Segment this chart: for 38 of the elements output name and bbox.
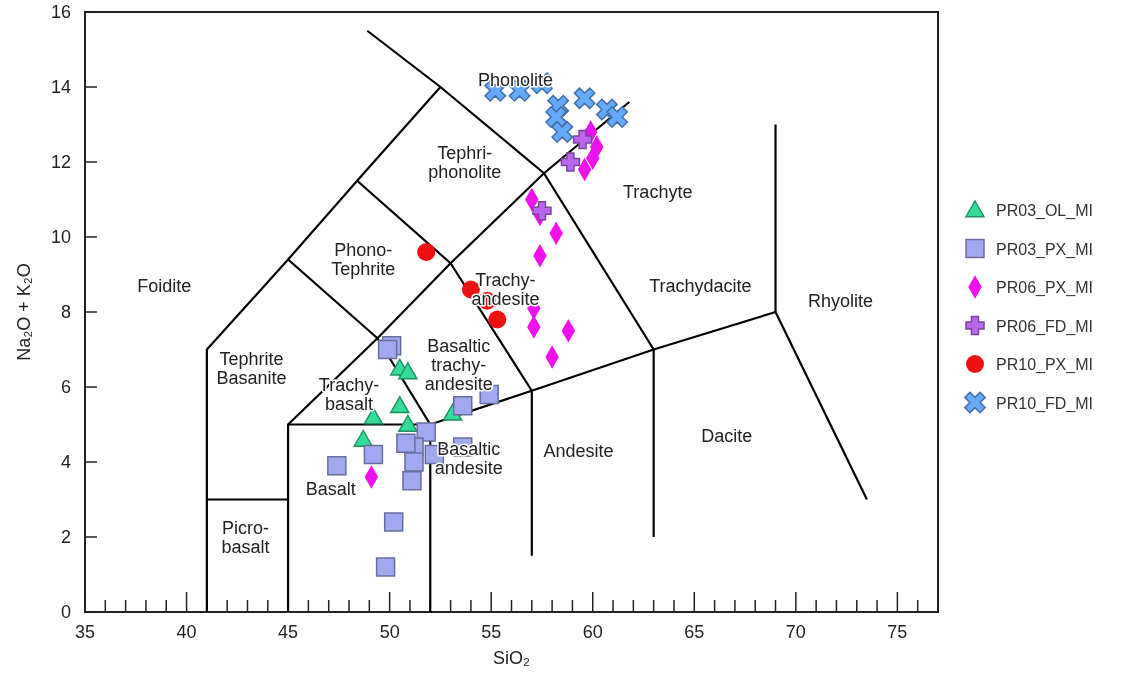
y-tick-label: 4 [60, 452, 71, 472]
legend-label: PR10_PX_MI [996, 356, 1093, 374]
annotation: Trachydacite [649, 276, 752, 297]
legend-label: PR06_PX_MI [996, 279, 1093, 297]
annotation: Dacite [701, 426, 753, 447]
annotation: Basaltic trachy- andesite [424, 335, 493, 394]
legend-label: PR10_FD_MI [996, 394, 1093, 413]
annotation: Andesite [543, 441, 614, 462]
x-tick-label: 70 [785, 622, 806, 642]
legend-label: PR03_PX_MI [996, 240, 1093, 259]
x-tick-label: 75 [887, 622, 908, 642]
annotation: Rhyolite [808, 291, 874, 312]
y-tick-label: 0 [60, 602, 71, 622]
y-axis-title: Na₂O + K₂O [14, 263, 34, 361]
x-tick-label: 65 [684, 622, 705, 642]
y-tick-label: 14 [50, 77, 71, 97]
legend-label: PR06_FD_MI [996, 317, 1093, 336]
x-tick-label: 55 [481, 622, 502, 642]
x-tick-label: 45 [278, 622, 299, 642]
y-tick-label: 12 [50, 152, 71, 172]
y-tick-label: 10 [50, 227, 71, 247]
x-tick-label: 50 [379, 622, 400, 642]
annotation: Basalt [305, 478, 356, 499]
y-tick-label: 6 [60, 377, 71, 397]
x-tick-label: 35 [74, 622, 96, 642]
annotation: Tephrite Basanite [216, 349, 287, 388]
x-axis-title: SiO₂ [493, 648, 531, 668]
y-tick-label: 16 [50, 2, 71, 22]
annotation: Phono- Tephrite [331, 240, 396, 280]
annotation: Foidite [137, 276, 192, 297]
annotation: Picro- basalt [221, 517, 270, 557]
x-tick-label: 40 [176, 622, 197, 642]
x-tick-label: 60 [582, 622, 603, 642]
annotation: Trachyte [623, 182, 693, 203]
y-tick-label: 8 [60, 302, 71, 322]
annotation: Tephri- phonolite [428, 142, 502, 182]
y-tick-label: 2 [60, 527, 71, 547]
legend-label: PR03_OL_MI [996, 202, 1093, 220]
